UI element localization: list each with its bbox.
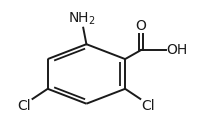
Text: Cl: Cl <box>18 99 31 113</box>
Text: OH: OH <box>167 43 188 57</box>
Text: O: O <box>136 19 146 33</box>
Text: Cl: Cl <box>142 99 155 113</box>
Text: NH$_2$: NH$_2$ <box>68 11 95 27</box>
